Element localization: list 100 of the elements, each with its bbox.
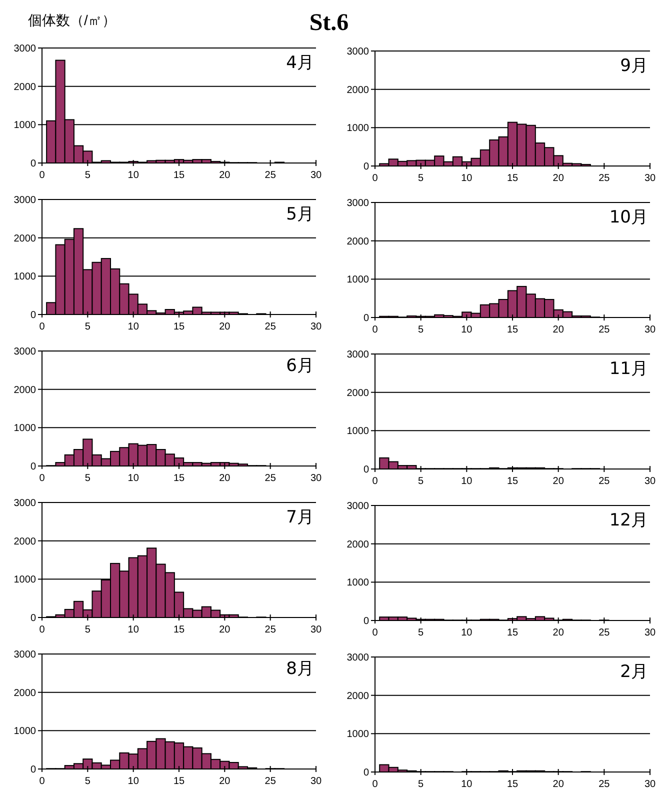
x-tick-label: 10 (461, 173, 473, 184)
x-tick-label: 5 (84, 473, 91, 484)
x-tick-label: 25 (264, 776, 276, 787)
x-tick-label: 0 (39, 624, 46, 636)
x-tick-label: 15 (173, 624, 185, 636)
x-tick-label: 20 (219, 776, 231, 787)
x-tick-label: 20 (552, 324, 564, 336)
y-tick-label: 1000 (14, 423, 36, 434)
x-tick-label: 15 (173, 473, 185, 484)
x-tick-label: 20 (552, 476, 564, 487)
x-tick-label: 15 (506, 628, 518, 638)
y-tick-label: 3000 (346, 198, 370, 209)
x-tick-label: 0 (39, 322, 46, 332)
y-tick-label: 0 (363, 162, 370, 172)
x-tick-label: 5 (418, 779, 424, 790)
x-tick-label: 10 (461, 476, 473, 487)
y-axis-title: 個体数（/㎡） (28, 12, 116, 28)
x-tick-label: 20 (552, 173, 564, 184)
x-tick-label: 25 (598, 476, 610, 487)
x-tick-label: 0 (39, 170, 46, 181)
x-tick-label: 30 (310, 170, 322, 181)
x-tick-label: 0 (372, 324, 378, 336)
chart-title: 9月 (620, 56, 648, 76)
x-tick-label: 0 (39, 473, 46, 484)
y-tick-label: 0 (363, 464, 370, 476)
y-tick-label: 2000 (14, 82, 36, 93)
chart-title: 7月 (286, 508, 314, 528)
x-tick-label: 30 (310, 776, 322, 787)
x-tick-label: 10 (461, 628, 473, 638)
y-tick-label: 1000 (346, 729, 370, 740)
y-tick-label: 1000 (14, 120, 36, 132)
x-tick-label: 30 (644, 476, 656, 487)
x-tick-label: 0 (372, 476, 378, 487)
x-tick-label: 10 (461, 779, 473, 790)
y-tick-label: 2000 (14, 233, 36, 244)
x-tick-label: 30 (644, 324, 656, 336)
x-tick-label: 5 (84, 776, 91, 787)
x-tick-label: 30 (310, 322, 322, 332)
y-tick-label: 2000 (346, 690, 370, 702)
x-tick-label: 15 (506, 173, 518, 184)
chart-title: 2月 (620, 662, 648, 682)
x-tick-label: 15 (173, 170, 185, 181)
chart-title: 11月 (609, 359, 648, 379)
y-tick-label: 2000 (14, 536, 36, 548)
y-tick-label: 2000 (14, 688, 36, 699)
y-tick-label: 1000 (14, 272, 36, 283)
x-tick-label: 10 (128, 776, 140, 787)
x-tick-label: 15 (506, 476, 518, 487)
x-tick-label: 5 (84, 322, 91, 332)
x-tick-label: 30 (644, 173, 656, 184)
x-tick-label: 15 (506, 779, 518, 790)
y-tick-label: 1000 (346, 426, 370, 438)
x-tick-label: 0 (372, 779, 378, 790)
x-tick-label: 25 (264, 624, 276, 636)
x-tick-label: 25 (264, 473, 276, 484)
x-tick-label: 25 (598, 324, 610, 336)
y-tick-label: 0 (30, 158, 36, 170)
y-tick-label: 1000 (346, 123, 370, 134)
x-tick-label: 5 (418, 628, 424, 638)
y-tick-label: 0 (363, 313, 370, 324)
x-tick-label: 30 (310, 473, 322, 484)
y-tick-label: 0 (363, 768, 370, 778)
y-tick-label: 2000 (346, 84, 370, 96)
x-tick-label: 30 (644, 628, 656, 638)
y-tick-label: 0 (30, 613, 36, 624)
y-tick-label: 1000 (14, 574, 36, 586)
chart-title: 10月 (609, 208, 648, 228)
chart-title: 4月 (286, 53, 314, 73)
y-tick-label: 2000 (346, 388, 370, 399)
y-tick-label: 2000 (346, 539, 370, 550)
x-tick-label: 20 (219, 322, 231, 332)
x-tick-label: 30 (644, 779, 656, 790)
x-tick-label: 10 (128, 624, 140, 636)
y-tick-label: 3000 (14, 498, 36, 509)
x-tick-label: 10 (128, 473, 140, 484)
y-tick-label: 3000 (14, 650, 36, 660)
chart-title: 5月 (286, 204, 314, 224)
y-tick-label: 2000 (14, 384, 36, 396)
x-tick-label: 0 (372, 173, 378, 184)
x-tick-label: 25 (598, 628, 610, 638)
y-tick-label: 0 (30, 462, 36, 472)
x-tick-label: 5 (418, 324, 424, 336)
chart-title: 6月 (286, 356, 314, 376)
y-tick-label: 3000 (346, 46, 370, 58)
x-tick-label: 10 (128, 322, 140, 332)
x-tick-label: 20 (219, 473, 231, 484)
x-tick-label: 5 (84, 170, 91, 181)
y-tick-label: 3000 (14, 346, 36, 358)
x-tick-label: 20 (219, 624, 231, 636)
x-tick-label: 15 (173, 322, 185, 332)
x-tick-label: 5 (418, 476, 424, 487)
x-tick-label: 25 (264, 170, 276, 181)
y-tick-label: 0 (30, 764, 36, 776)
x-tick-label: 25 (598, 173, 610, 184)
x-tick-label: 0 (372, 628, 378, 638)
x-tick-label: 0 (39, 776, 46, 787)
x-tick-label: 20 (552, 628, 564, 638)
x-tick-label: 10 (128, 170, 140, 181)
y-tick-label: 1000 (346, 578, 370, 589)
x-tick-label: 20 (552, 779, 564, 790)
